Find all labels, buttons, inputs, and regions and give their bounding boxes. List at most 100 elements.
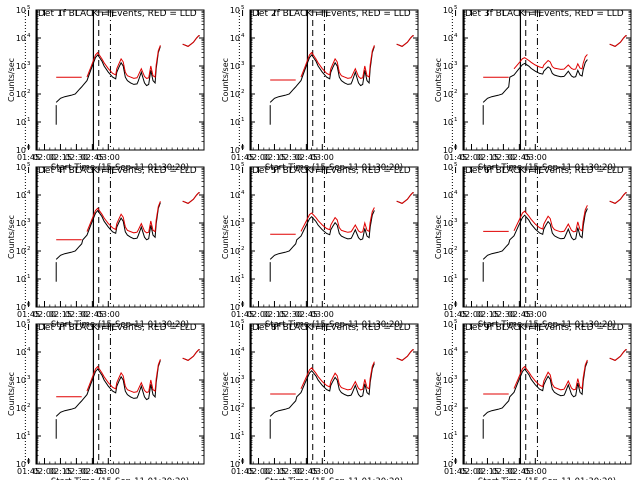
y-tick-label: 10 — [443, 275, 453, 284]
lld-series-line — [56, 35, 200, 79]
y-tick-label: 10 — [16, 90, 26, 99]
plot-frame — [462, 166, 632, 308]
x-tick-label: 02:30 — [279, 310, 302, 319]
flag-marker — [96, 11, 113, 17]
y-tick-label: 10 — [230, 191, 240, 200]
y-axis-label: Counts/sec — [221, 58, 230, 102]
x-tick-label: 02:15 — [476, 310, 499, 319]
x-tick-label: 02:15 — [476, 153, 499, 162]
y-tick-exponent: 2 — [454, 246, 458, 252]
panel-title: Det 6f BLACK = Events, RED = LLD — [465, 166, 624, 176]
y-tick-exponent: 4 — [241, 190, 245, 196]
y-tick-exponent: 2 — [454, 403, 458, 409]
flag-marker — [523, 168, 540, 174]
lld-series-line — [56, 349, 200, 398]
y-tick-exponent: 1 — [454, 117, 458, 123]
x-tick-label: 01:45 — [231, 153, 254, 162]
y-tick-label: 10 — [230, 34, 240, 43]
y-tick-label: 10 — [230, 163, 240, 172]
events-series-line — [55, 349, 200, 417]
y-tick-exponent: 5 — [27, 162, 31, 168]
y-tick-label: 10 — [16, 118, 26, 127]
y-tick-exponent: 5 — [454, 319, 458, 325]
y-tick-exponent: 2 — [241, 403, 245, 409]
y-axis-label: Counts/sec — [7, 215, 16, 259]
y-tick-exponent: 2 — [241, 89, 245, 95]
x-axis-label: Start Time (15-Sep-11 01:30:20) — [478, 163, 616, 173]
x-tick-label: 02:15 — [476, 467, 499, 476]
x-tick-label: 02:00 — [460, 467, 483, 476]
x-tick-label: 02:30 — [492, 310, 515, 319]
y-tick-label: 10 — [443, 62, 453, 71]
y-tick-label: 10 — [230, 118, 240, 127]
x-axis-label: Start Time (15-Sep-11 01:30:20) — [265, 320, 403, 330]
events-series-line — [55, 192, 200, 260]
y-tick-label: 10 — [16, 219, 26, 228]
flag-marker — [310, 11, 327, 17]
y-tick-label: 10 — [443, 118, 453, 127]
y-tick-label: 10 — [230, 6, 240, 15]
flag-marker — [310, 168, 327, 174]
flag-marker — [523, 325, 540, 331]
y-tick-label: 10 — [230, 62, 240, 71]
y-tick-label: 10 — [16, 404, 26, 413]
y-tick-exponent: 3 — [241, 218, 245, 224]
x-tick-label: 02:45 — [295, 467, 318, 476]
y-tick-label: 10 — [443, 303, 453, 312]
y-tick-label: 10 — [443, 34, 453, 43]
x-tick-label: 03:00 — [524, 467, 547, 476]
y-tick-exponent: 2 — [27, 246, 31, 252]
y-tick-exponent: 4 — [454, 33, 458, 39]
x-tick-label: 02:45 — [508, 153, 531, 162]
panel-title: Det 5f BLACK = Events, RED = LLD — [252, 166, 411, 176]
y-axis-label: Counts/sec — [7, 372, 16, 416]
x-axis-label: Start Time (15-Sep-11 01:30:20) — [265, 477, 403, 480]
y-tick-exponent: 5 — [454, 162, 458, 168]
panel-title: Det 2f BLACK = Events, RED = LLD — [252, 9, 411, 19]
x-tick-label: 02:30 — [65, 153, 88, 162]
x-tick-label: 02:00 — [247, 310, 270, 319]
lld-series-line — [56, 192, 200, 241]
x-axis-label: Start Time (15-Sep-11 01:30:20) — [478, 477, 616, 480]
events-series-line — [55, 35, 200, 103]
x-tick-label: 02:45 — [81, 310, 104, 319]
x-tick-label: 01:45 — [444, 467, 467, 476]
y-tick-exponent: 2 — [27, 89, 31, 95]
x-tick-label: 02:00 — [247, 467, 270, 476]
y-tick-label: 10 — [230, 90, 240, 99]
y-tick-exponent: 4 — [27, 33, 31, 39]
y-axis-label: Counts/sec — [221, 372, 230, 416]
y-tick-exponent: 4 — [454, 190, 458, 196]
x-tick-label: 03:00 — [97, 310, 120, 319]
panel-det-5: Det 5f BLACK = Events, RED = LLD10010110… — [221, 162, 419, 330]
y-tick-label: 10 — [16, 376, 26, 385]
x-tick-label: 02:15 — [263, 467, 286, 476]
x-tick-label: 02:45 — [508, 310, 531, 319]
y-tick-exponent: 4 — [27, 190, 31, 196]
x-tick-label: 02:00 — [33, 310, 56, 319]
events-series-line — [269, 349, 414, 417]
y-tick-label: 10 — [230, 348, 240, 357]
y-tick-exponent: 1 — [241, 117, 245, 123]
y-tick-label: 10 — [443, 247, 453, 256]
x-tick-label: 02:30 — [279, 467, 302, 476]
x-tick-label: 02:30 — [492, 153, 515, 162]
y-axis-label: Counts/sec — [221, 215, 230, 259]
y-tick-label: 10 — [16, 303, 26, 312]
y-tick-exponent: 1 — [27, 431, 31, 437]
y-tick-label: 10 — [16, 146, 26, 155]
x-axis-label: Start Time (15-Sep-11 01:30:20) — [51, 477, 189, 480]
x-axis-label: Start Time (15-Sep-11 01:30:20) — [478, 320, 616, 330]
x-tick-label: 02:15 — [49, 153, 72, 162]
panel-det-2: Det 2f BLACK = Events, RED = LLD10010110… — [221, 5, 419, 173]
x-tick-label: 03:00 — [311, 153, 334, 162]
y-tick-label: 10 — [230, 404, 240, 413]
y-tick-label: 10 — [443, 320, 453, 329]
y-tick-label: 10 — [16, 34, 26, 43]
x-axis-label: Start Time (15-Sep-11 01:30:20) — [265, 163, 403, 173]
x-tick-label: 02:15 — [263, 310, 286, 319]
events-series-line — [482, 192, 627, 260]
lld-series-line — [483, 349, 627, 395]
lld-series-line — [483, 192, 627, 233]
